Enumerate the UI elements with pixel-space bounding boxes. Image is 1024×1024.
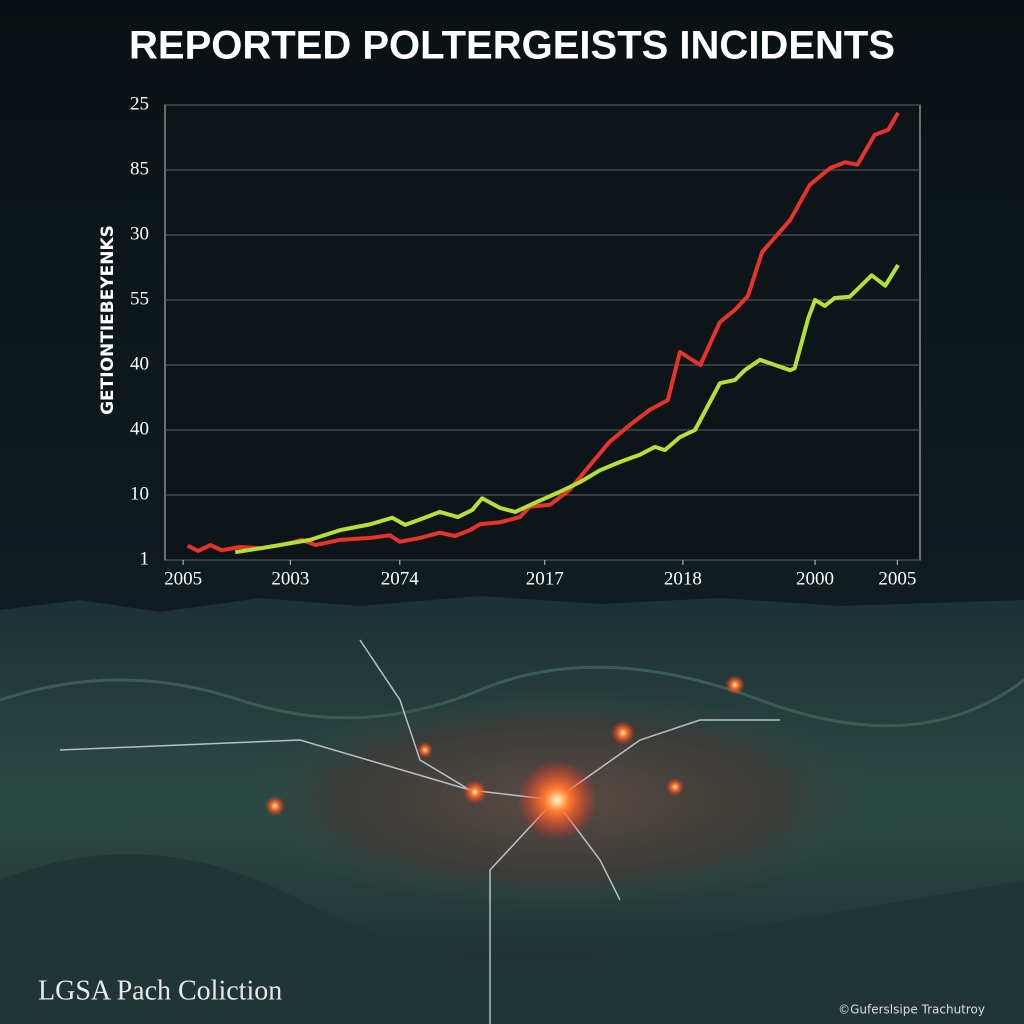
line-series (234, 263, 900, 555)
footer-right: ©Guferslsipe Trachutroy (838, 1003, 985, 1017)
y-tick-label: 40 (130, 418, 149, 439)
y-tick-label: 1 (140, 548, 150, 569)
glow (666, 778, 684, 796)
glow (417, 742, 433, 758)
ridge (0, 665, 1024, 728)
y-axis-label: GETIONTIEBEYENKS (98, 225, 118, 415)
chart-title: REPORTED POLTERGEISTS INCIDENTS (129, 24, 895, 68)
y-tick-label: 85 (130, 158, 149, 179)
y-tick-label: 10 (130, 483, 149, 504)
x-tick-label: 2017 (526, 568, 564, 589)
x-tick-label: 2005 (878, 568, 916, 589)
x-tick-label: 2018 (664, 568, 702, 589)
glow (725, 675, 745, 695)
x-tick-label: 2005 (164, 568, 202, 589)
y-tick-label: 55 (130, 288, 149, 309)
ridge (0, 854, 1024, 1024)
footer-left: LGSA Pach Coliction (38, 975, 282, 1006)
y-tick-label: 25 (130, 93, 149, 114)
y-tick-label: 30 (130, 223, 149, 244)
x-tick-label: 2000 (796, 568, 834, 589)
y-tick-label: 40 (130, 353, 149, 374)
glow (611, 721, 635, 745)
plot-area (164, 104, 921, 561)
glow (517, 760, 597, 840)
glow (463, 780, 487, 804)
x-tick-label: 2074 (381, 568, 420, 589)
glow (265, 796, 285, 816)
x-tick-label: 2003 (271, 568, 309, 589)
